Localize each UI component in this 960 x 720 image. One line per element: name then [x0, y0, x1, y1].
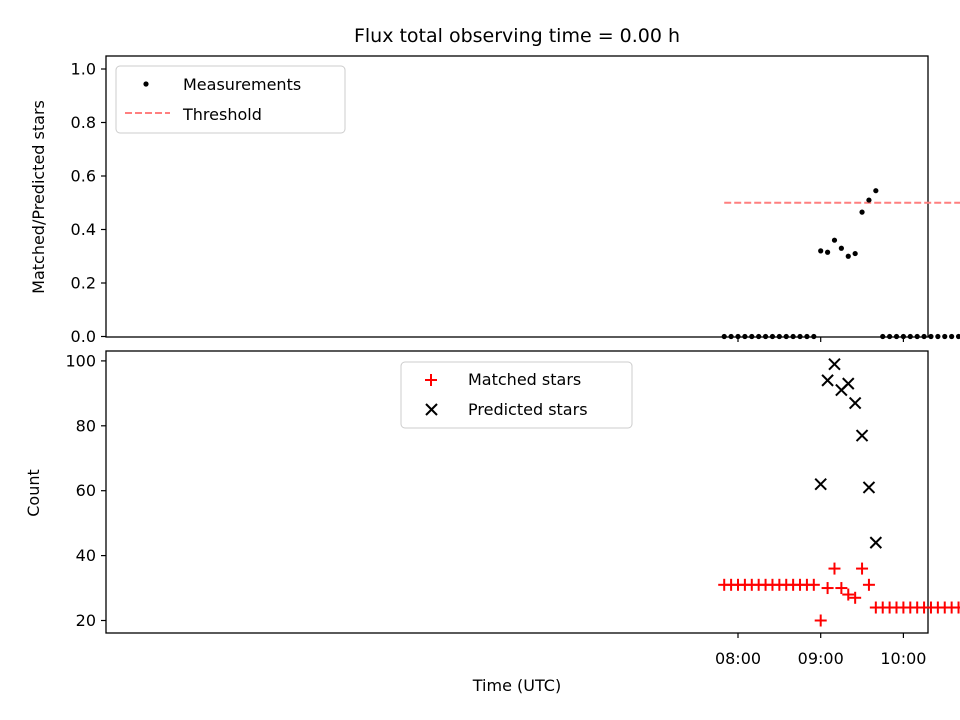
bottom-y-tick-label: 60	[76, 481, 96, 500]
measurement-point	[783, 333, 789, 340]
measurement-point	[887, 333, 893, 340]
predicted-star-point	[869, 536, 883, 549]
predicted-star-point	[842, 377, 855, 390]
bottom-plot-frame	[105, 350, 929, 634]
measurement-point	[866, 197, 872, 203]
top-y-tick-label: 0.4	[71, 220, 96, 239]
measurement-point	[742, 333, 748, 340]
matched-star-point	[856, 562, 869, 575]
bottom-y-tick-label: 40	[76, 546, 96, 565]
matched-star-point	[952, 601, 960, 614]
predicted-star-point	[855, 429, 869, 442]
bottom-x-tick-label: 10:00	[880, 649, 926, 668]
predicted-star-point	[862, 481, 876, 494]
measurement-point	[811, 333, 817, 340]
top-legend: Measurements Threshold	[115, 65, 346, 134]
top-y-axis-label: Matched/Predicted stars	[29, 100, 48, 294]
matched-star-point	[828, 562, 841, 575]
top-y-tick-label: 0.6	[71, 167, 96, 186]
matched-star-point	[842, 588, 855, 601]
measurement-point	[831, 237, 838, 243]
bottom-data-marks	[718, 357, 960, 627]
measurement-point	[769, 333, 776, 340]
legend-dot-icon	[143, 81, 149, 87]
bottom-legend-box	[400, 361, 633, 429]
matched-star-point	[849, 591, 862, 604]
predicted-star-point	[848, 396, 862, 410]
measurement-point	[735, 333, 741, 340]
measurement-point	[935, 333, 941, 340]
bottom-y-tick-label: 100	[65, 351, 96, 370]
measurement-point	[921, 333, 927, 340]
measurement-point	[797, 333, 803, 340]
top-plot-frame	[105, 55, 929, 338]
matched-star-point	[862, 578, 875, 591]
legend-matched-label: Matched stars	[468, 370, 581, 389]
predicted-star-point	[828, 357, 841, 371]
bottom-y-tick-label: 80	[76, 416, 96, 435]
measurement-point	[893, 333, 900, 340]
measurement-point	[859, 209, 865, 215]
bottom-y-axis-label: Count	[24, 469, 43, 517]
bottom-y-ticks: 20 40 60 80 100	[65, 351, 106, 630]
measurement-point	[790, 333, 796, 340]
legend-plus-icon	[425, 374, 437, 386]
matched-star-point	[814, 614, 827, 627]
top-y-ticks: 0.0 0.2 0.4 0.6 0.8 1.0	[71, 60, 106, 346]
matched-star-point	[835, 582, 848, 595]
top-legend-box	[115, 65, 346, 134]
measurement-point	[838, 245, 844, 251]
measurement-point	[776, 333, 782, 340]
legend-measurements-label: Measurements	[183, 75, 301, 94]
measurement-point	[721, 333, 727, 340]
measurement-point	[928, 333, 934, 340]
matched-star-point	[807, 578, 820, 591]
legend-threshold-label: Threshold	[182, 105, 262, 124]
measurement-point	[762, 333, 769, 340]
bottom-y-tick-label: 20	[76, 611, 96, 630]
measurement-point	[955, 333, 960, 340]
measurement-point	[852, 250, 858, 257]
matched-star-point	[821, 582, 834, 595]
measurement-point	[756, 333, 762, 340]
bottom-x-tick-label: 08:00	[715, 649, 761, 668]
measurement-point	[914, 333, 920, 340]
top-y-tick-label: 0.8	[71, 113, 96, 132]
measurement-point	[804, 333, 810, 340]
top-y-tick-label: 1.0	[71, 60, 96, 79]
bottom-x-tick-label: 09:00	[798, 649, 844, 668]
measurement-point	[818, 248, 824, 254]
measurement-point	[845, 253, 851, 259]
measurement-point	[942, 333, 948, 340]
legend-x-icon	[425, 403, 438, 416]
measurement-point	[900, 333, 907, 340]
predicted-star-point	[821, 374, 834, 387]
measurement-point	[824, 249, 831, 255]
predicted-star-point	[814, 478, 827, 491]
measurement-point	[949, 333, 955, 340]
x-axis-label: Time (UTC)	[472, 676, 561, 695]
measurement-point	[907, 333, 913, 340]
top-y-tick-label: 0.0	[71, 327, 96, 346]
bottom-legend: Matched stars Predicted stars	[400, 361, 633, 429]
top-y-tick-label: 0.2	[71, 274, 96, 293]
top-data-marks	[721, 188, 960, 340]
chart-title: Flux total observing time = 0.00 h	[354, 25, 680, 47]
measurement-point	[873, 188, 879, 194]
bottom-x-ticks: 08:0009:0010:0011:0012:0013:0014:0015:00…	[715, 633, 926, 668]
measurement-point	[749, 333, 755, 340]
measurement-point	[728, 333, 734, 340]
top-panel: 0.0 0.2 0.4 0.6 0.8 1.0 Matched/Predicted sta…	[29, 55, 960, 346]
legend-predicted-label: Predicted stars	[468, 400, 588, 419]
measurement-point	[880, 333, 886, 340]
